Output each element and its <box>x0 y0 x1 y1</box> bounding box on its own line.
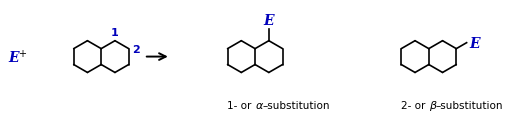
Text: 2- or: 2- or <box>401 100 429 110</box>
Text: –substitution: –substitution <box>262 100 329 110</box>
Text: E: E <box>263 14 274 28</box>
Text: $\beta$: $\beta$ <box>429 98 438 112</box>
Text: 1- or: 1- or <box>228 100 255 110</box>
Text: $\alpha$: $\alpha$ <box>255 100 264 110</box>
Text: 1: 1 <box>111 27 119 37</box>
Text: +: + <box>18 48 26 58</box>
Text: 2: 2 <box>131 44 139 54</box>
Text: –substitution: –substitution <box>436 100 503 110</box>
Text: E: E <box>469 36 480 50</box>
Text: E: E <box>8 50 18 64</box>
